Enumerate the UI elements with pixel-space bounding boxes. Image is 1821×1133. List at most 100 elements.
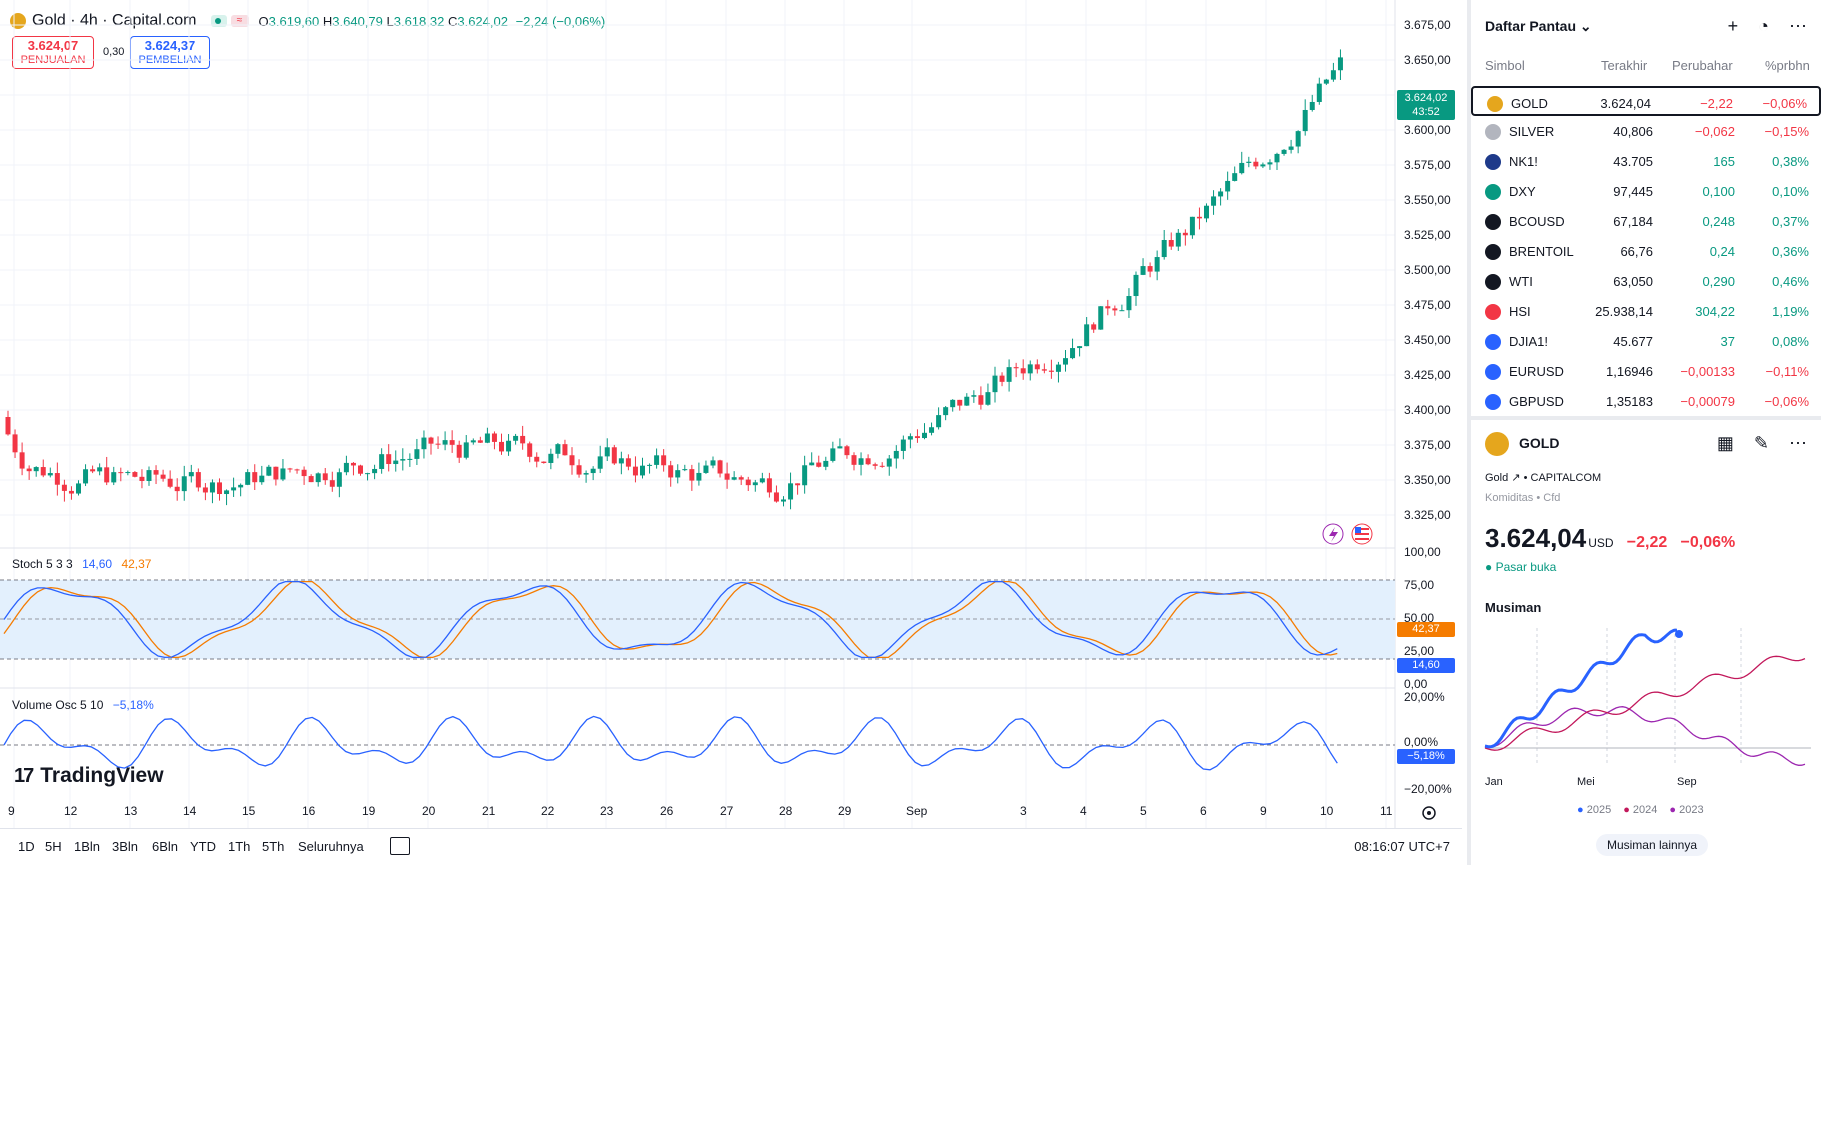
legend-2023: ● 2023: [1669, 804, 1704, 816]
date-axis-label[interactable]: 29: [838, 804, 852, 818]
candle-body: [759, 478, 765, 483]
range-button-1bln[interactable]: 1Bln: [74, 839, 101, 854]
date-axis-label[interactable]: 6: [1200, 804, 1207, 818]
candle-body: [907, 436, 913, 440]
date-axis-label[interactable]: 23: [600, 804, 614, 818]
seasonal-x-label: Jan: [1485, 776, 1503, 788]
range-button-5h[interactable]: 5H: [45, 839, 62, 854]
date-axis-label[interactable]: 12: [64, 804, 78, 818]
col-change[interactable]: Perubahar: [1672, 58, 1733, 73]
candle-body: [1034, 364, 1040, 370]
date-axis-label[interactable]: 14: [183, 804, 197, 818]
row-symbol: DJIA1!: [1509, 334, 1549, 349]
season-2025-endpoint: [1675, 630, 1683, 638]
candle-body: [139, 476, 145, 481]
range-button-seluruhnya[interactable]: Seluruhnya: [298, 839, 364, 854]
timezone-clock[interactable]: 08:16:07 UTC+7: [1354, 839, 1450, 854]
watchlist-row-hsi[interactable]: HSI 25.938,14 304,22 1,19%: [1471, 296, 1821, 326]
date-axis-label[interactable]: 27: [720, 804, 734, 818]
detail-category: Komiditas • Cfd: [1485, 492, 1561, 504]
watchlist-row-nk1[interactable]: NK1! 43.705 165 0,38%: [1471, 146, 1821, 176]
col-pct[interactable]: %prbhn: [1765, 58, 1810, 73]
stoch-legend[interactable]: Stoch 5 3 3 14,60 42,37: [12, 557, 152, 571]
col-last[interactable]: Terakhir: [1601, 58, 1648, 73]
range-button-3bln[interactable]: 3Bln: [112, 839, 139, 854]
date-axis-label[interactable]: 3: [1020, 804, 1027, 818]
candle-body: [1281, 149, 1287, 154]
range-button-1th[interactable]: 1Th: [228, 839, 251, 854]
range-button-1d[interactable]: 1D: [18, 839, 35, 854]
watchlist-row-gold[interactable]: GOLD 3.624,04 −2,22 −0,06%: [1471, 86, 1821, 116]
row-change: 0,248: [1702, 214, 1735, 229]
candle-body: [1105, 306, 1111, 309]
date-axis-label[interactable]: 22: [541, 804, 555, 818]
seasonal-chart[interactable]: [1471, 618, 1821, 778]
row-last: 66,76: [1620, 244, 1653, 259]
price-axis-label: 3.600,00: [1404, 123, 1451, 137]
date-axis-label[interactable]: 11: [1380, 804, 1393, 818]
more-seasonals-button[interactable]: Musiman lainnya: [1596, 834, 1708, 856]
more-icon[interactable]: ⋯: [1789, 16, 1807, 36]
date-axis-label[interactable]: 28: [779, 804, 793, 818]
candle-body: [773, 492, 779, 502]
settings-icon[interactable]: [1422, 806, 1436, 820]
grid-icon[interactable]: ▦: [1716, 433, 1734, 453]
watchlist-row-wti[interactable]: WTI 63,050 0,290 0,46%: [1471, 266, 1821, 296]
row-symbol: WTI: [1509, 274, 1533, 289]
range-button-6bln[interactable]: 6Bln: [152, 839, 179, 854]
date-axis-label[interactable]: 15: [242, 804, 256, 818]
date-axis-label[interactable]: 13: [124, 804, 138, 818]
candle-body: [1161, 240, 1167, 258]
candle-body: [365, 473, 371, 475]
date-axis-label[interactable]: 21: [482, 804, 496, 818]
watchlist-row-gbpusd[interactable]: GBPUSD 1,35183 −0,00079 −0,06%: [1471, 386, 1821, 416]
candle-body: [710, 460, 716, 466]
watchlist-row-silver[interactable]: SILVER 40,806 −0,062 −0,15%: [1471, 116, 1821, 146]
more-icon[interactable]: ⋯: [1789, 433, 1807, 453]
add-symbol-icon[interactable]: +: [1727, 16, 1739, 36]
date-axis-label[interactable]: 20: [422, 804, 436, 818]
watchlist-row-bcousd[interactable]: BCOUSD 67,184 0,248 0,37%: [1471, 206, 1821, 236]
price-chart[interactable]: [0, 0, 1462, 830]
bottom-toolbar: 1D 5H 1Bln 3Bln 6Bln YTD 1Th 5Th Seluruhnya 08:1…: [0, 828, 1462, 865]
chart-area[interactable]: Gold · 4h · Capital.com ≈ O3.619,60 H3.6…: [0, 0, 1462, 865]
tradingview-logo[interactable]: 17 TradingView: [14, 764, 164, 787]
volosc-legend[interactable]: Volume Osc 5 10 −5,18%: [12, 698, 154, 712]
advanced-view-icon[interactable]: ◔: [1758, 16, 1769, 36]
row-last: 3.624,04: [1600, 96, 1651, 111]
watchlist-row-brentoil[interactable]: BRENTOIL 66,76 0,24 0,36%: [1471, 236, 1821, 266]
watchlist-title[interactable]: Daftar Pantau ⌄: [1485, 18, 1592, 34]
candle-body: [266, 466, 272, 476]
candle-body: [1302, 109, 1308, 132]
date-axis-label[interactable]: 4: [1080, 804, 1087, 818]
watchlist-row-dxy[interactable]: DXY 97,445 0,100 0,10%: [1471, 176, 1821, 206]
candle-body: [1260, 164, 1266, 167]
price-axis-label: 3.475,00: [1404, 298, 1451, 312]
calendar-icon[interactable]: [390, 837, 410, 855]
edit-icon[interactable]: ✎: [1753, 433, 1769, 453]
watchlist-row-eurusd[interactable]: EURUSD 1,16946 −0,00133 −0,11%: [1471, 356, 1821, 386]
date-axis-label[interactable]: 9: [1260, 804, 1267, 818]
candle-body: [745, 479, 751, 486]
date-axis-label[interactable]: 5: [1140, 804, 1147, 818]
candle-body: [217, 482, 222, 495]
date-axis-label[interactable]: 10: [1320, 804, 1334, 818]
watchlist-row-djia1[interactable]: DJIA1! 45.677 37 0,08%: [1471, 326, 1821, 356]
range-button-ytd[interactable]: YTD: [190, 839, 216, 854]
lightning-icon[interactable]: [1322, 523, 1344, 545]
us-flag-icon[interactable]: [1351, 523, 1373, 545]
candle-body: [1098, 306, 1104, 330]
candle-body: [499, 441, 504, 452]
date-axis-label[interactable]: Sep: [906, 804, 928, 818]
date-axis-label[interactable]: 19: [362, 804, 376, 818]
candle-body: [1084, 324, 1090, 347]
candle-body: [978, 395, 984, 405]
date-axis-label[interactable]: 9: [8, 804, 15, 818]
row-symbol: SILVER: [1509, 124, 1555, 139]
date-axis-label[interactable]: 26: [660, 804, 674, 818]
date-axis-label[interactable]: 16: [302, 804, 316, 818]
range-button-5th[interactable]: 5Th: [262, 839, 285, 854]
col-symbol[interactable]: Simbol: [1485, 58, 1525, 73]
candle-body: [491, 433, 497, 442]
external-link-icon[interactable]: ↗: [1511, 472, 1521, 484]
